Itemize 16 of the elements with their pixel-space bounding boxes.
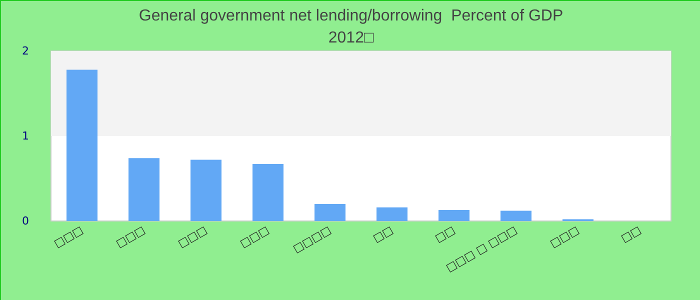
- bar: [252, 164, 284, 221]
- y-tick-label: 1: [22, 130, 29, 142]
- chart-title: General government net lending/borrowing Percent of GDP: [138, 8, 564, 24]
- bar: [438, 210, 470, 221]
- bar: [314, 204, 346, 221]
- y-tick-label: 2: [22, 44, 29, 58]
- bar: [376, 207, 408, 221]
- bar: [66, 70, 98, 221]
- bar: [128, 158, 160, 221]
- x-tick-label: □□: [618, 223, 644, 246]
- bar: [500, 210, 532, 221]
- x-tick-label: □□: [370, 223, 396, 246]
- chart-subtitle: 2012□: [328, 30, 374, 46]
- bar: [190, 160, 222, 221]
- x-tick-label: □□: [432, 223, 458, 246]
- y-tick-label: 0: [22, 214, 29, 228]
